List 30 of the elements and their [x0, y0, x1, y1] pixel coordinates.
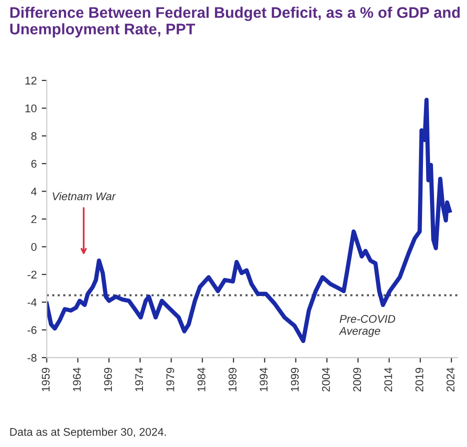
x-tick-label: 2009	[353, 368, 362, 392]
y-tick-label: -8	[28, 354, 36, 362]
text: Data as at September 30, 2024.	[10, 428, 166, 438]
y-tick-label: 2	[31, 215, 36, 224]
ref-line-label: Pre-COVID Average	[338, 314, 396, 338]
y-tick-label: 12	[25, 76, 36, 84]
y-tick-label: 4	[31, 188, 37, 196]
x-tick-label: 2004	[322, 368, 330, 392]
y-tick-label: -4	[28, 298, 37, 306]
x-tick-label: 1999	[290, 368, 299, 392]
annotation: Vietnam War	[52, 192, 116, 200]
x-tick-label: 1974	[135, 368, 144, 392]
x-tick-label: 1994	[260, 368, 268, 392]
x-tick-label: 1979	[166, 368, 174, 392]
y-tick-label: 10	[25, 104, 37, 112]
x-tick-label: 1969	[104, 368, 112, 392]
x-tick-label: 1964	[72, 368, 81, 392]
y-tick-label: -2	[28, 270, 36, 278]
y-tick-label: 0	[31, 243, 37, 251]
y-tick-label: 6	[31, 160, 36, 168]
x-tick-label: 2014	[384, 368, 392, 392]
x-tick-label: 1989	[228, 368, 236, 392]
x-tick-label: 1959	[42, 368, 50, 392]
line-series	[46, 98, 452, 344]
y-tick-label: -6	[28, 326, 36, 334]
chart-title: Difference Between Federal Budget Deficit, as a % of GDP and Unemployment Rate, PPT	[10, 6, 460, 38]
x-tick-label: 2019	[415, 368, 424, 392]
y-tick-label: 8	[31, 132, 36, 140]
x-tick-label: 2024	[446, 368, 454, 392]
x-tick-label: 1984	[197, 368, 206, 392]
